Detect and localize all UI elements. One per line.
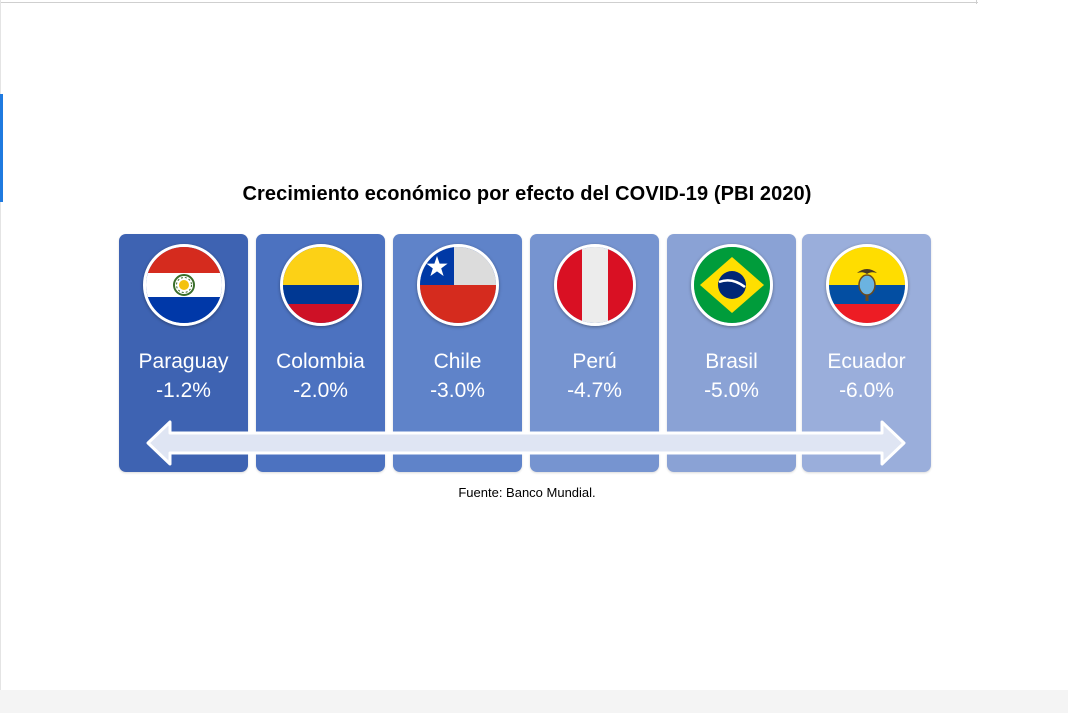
left-border [0, 0, 1, 713]
growth-value: -2.0% [293, 379, 348, 402]
paraguay-flag-icon [143, 244, 225, 326]
country-cards: Paraguay -1.2% Colombia -2.0% Chile -3.0… [119, 234, 931, 472]
source-note: Fuente: Banco Mundial. [458, 485, 596, 500]
left-accent-bar [0, 94, 3, 202]
growth-value: -5.0% [704, 379, 759, 402]
country-name: Perú [572, 350, 617, 373]
peru-flag-icon [554, 244, 636, 326]
chile-flag-icon [417, 244, 499, 326]
top-border-corner [976, 0, 977, 4]
card-brasil: Brasil -5.0% [667, 234, 796, 472]
double-arrow-icon [145, 418, 907, 468]
chart-title: Crecimiento económico por efecto del COV… [242, 183, 812, 205]
growth-value: -1.2% [156, 379, 211, 402]
country-name: Chile [433, 350, 482, 373]
growth-value: -4.7% [567, 379, 622, 402]
growth-value: -3.0% [430, 379, 485, 402]
country-name: Ecuador [827, 350, 906, 373]
country-name: Colombia [276, 350, 365, 373]
country-name: Paraguay [138, 350, 229, 373]
colombia-flag-icon [280, 244, 362, 326]
country-name: Brasil [705, 350, 758, 373]
ecuador-flag-icon [826, 244, 908, 326]
bottom-band [0, 690, 1068, 713]
top-border [0, 0, 978, 3]
brazil-flag-icon [691, 244, 773, 326]
growth-value: -6.0% [839, 379, 894, 402]
